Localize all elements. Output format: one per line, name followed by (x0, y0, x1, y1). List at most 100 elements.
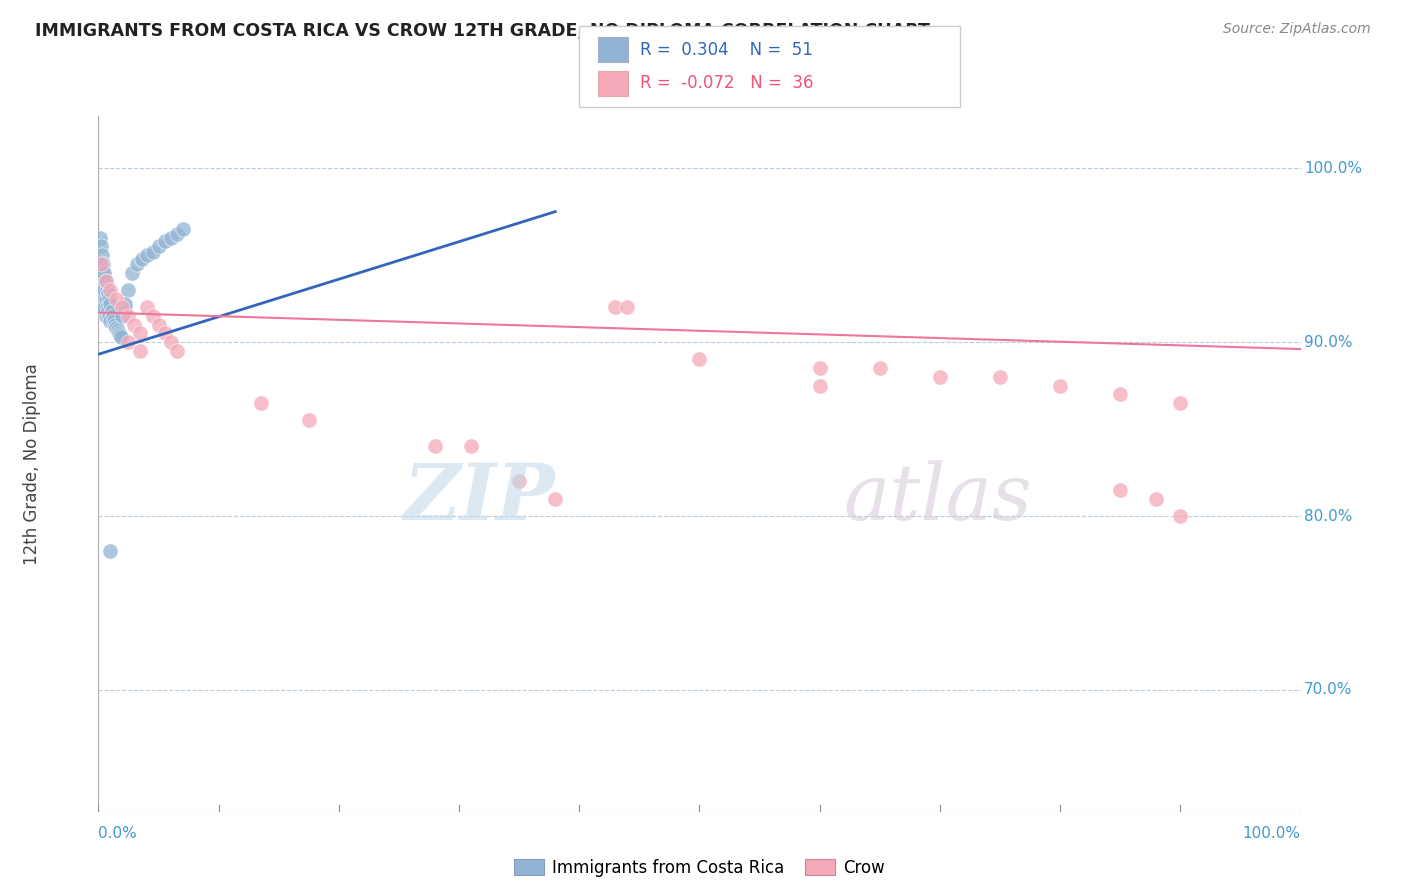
Point (91, 300, 114, 314)
Point (166, 227, 188, 242)
Point (114, 297, 136, 311)
Point (93, 300, 115, 314)
Point (460, 439, 482, 453)
Point (129, 326, 152, 341)
Point (100, 543, 122, 558)
Text: Source: ZipAtlas.com: Source: ZipAtlas.com (1223, 22, 1371, 37)
Text: 90.0%: 90.0% (1305, 334, 1353, 350)
Point (1170, 508, 1192, 523)
Point (131, 252, 153, 266)
Point (135, 248, 157, 262)
Point (97, 303, 120, 318)
Point (172, 222, 194, 236)
Point (94, 274, 117, 288)
Point (89, 230, 111, 244)
Point (141, 244, 163, 259)
Point (107, 323, 129, 337)
Text: 80.0%: 80.0% (1305, 508, 1353, 524)
Point (124, 318, 146, 332)
Point (96, 300, 118, 314)
Point (111, 309, 134, 323)
Point (94, 292, 117, 306)
Point (110, 330, 132, 344)
Text: 12th Grade, No Diploma: 12th Grade, No Diploma (24, 363, 41, 565)
Point (101, 309, 124, 323)
Point (111, 300, 134, 314)
Point (508, 474, 530, 488)
Point (616, 300, 638, 314)
Point (90, 257, 112, 271)
Point (423, 439, 446, 453)
Point (96, 283, 118, 297)
Text: R =  0.304    N =  51: R = 0.304 N = 51 (640, 41, 813, 59)
Point (97, 286, 120, 301)
Point (93, 283, 115, 297)
Point (153, 234, 176, 248)
Point (108, 326, 131, 341)
Text: ZIP: ZIP (404, 460, 555, 537)
Legend: Immigrants from Costa Rica, Crow: Immigrants from Costa Rica, Crow (508, 852, 891, 883)
Point (148, 318, 170, 332)
Point (98, 309, 121, 323)
Point (117, 309, 139, 323)
Point (544, 491, 567, 506)
Point (141, 309, 163, 323)
Point (605, 300, 627, 314)
Text: 0.0%: 0.0% (98, 826, 138, 840)
Point (91, 292, 114, 306)
Point (1109, 387, 1132, 401)
Point (125, 257, 148, 271)
Text: R =  -0.072   N =  36: R = -0.072 N = 36 (640, 74, 813, 92)
Point (808, 378, 831, 392)
Point (153, 326, 176, 341)
Point (148, 239, 170, 253)
Text: atlas: atlas (844, 460, 1032, 537)
Point (93, 265, 115, 279)
Point (129, 343, 152, 358)
Point (166, 343, 188, 358)
Point (1049, 378, 1071, 392)
Point (91, 265, 114, 279)
Point (159, 230, 181, 244)
Point (869, 361, 891, 376)
Point (91, 274, 114, 288)
Point (100, 303, 122, 318)
Point (90, 257, 112, 271)
Text: IMMIGRANTS FROM COSTA RICA VS CROW 12TH GRADE, NO DIPLOMA CORRELATION CHART: IMMIGRANTS FROM COSTA RICA VS CROW 12TH … (35, 22, 929, 40)
Text: 100.0%: 100.0% (1243, 826, 1301, 840)
Point (105, 292, 128, 306)
Point (1144, 491, 1167, 506)
Point (1170, 396, 1192, 410)
Point (98, 292, 121, 306)
Point (121, 265, 143, 279)
Text: 100.0%: 100.0% (1305, 161, 1362, 176)
Point (117, 334, 139, 349)
Point (808, 361, 831, 376)
Point (249, 396, 271, 410)
Point (94, 309, 117, 323)
Point (135, 300, 157, 314)
Point (90, 292, 112, 306)
Point (103, 314, 125, 328)
Point (100, 283, 122, 297)
Point (108, 328, 131, 343)
Point (100, 297, 122, 311)
Point (90, 239, 112, 253)
Point (91, 248, 114, 262)
Point (298, 413, 321, 427)
Point (688, 352, 710, 367)
Point (928, 369, 950, 384)
Point (114, 300, 136, 314)
Point (105, 321, 128, 335)
Point (89, 265, 111, 279)
Point (94, 274, 117, 288)
Point (104, 318, 127, 332)
Point (91, 257, 114, 271)
Point (100, 314, 122, 328)
Point (159, 334, 181, 349)
Point (90, 274, 112, 288)
Point (91, 283, 114, 297)
Point (1109, 483, 1132, 497)
Text: 70.0%: 70.0% (1305, 682, 1353, 698)
Point (988, 369, 1011, 384)
